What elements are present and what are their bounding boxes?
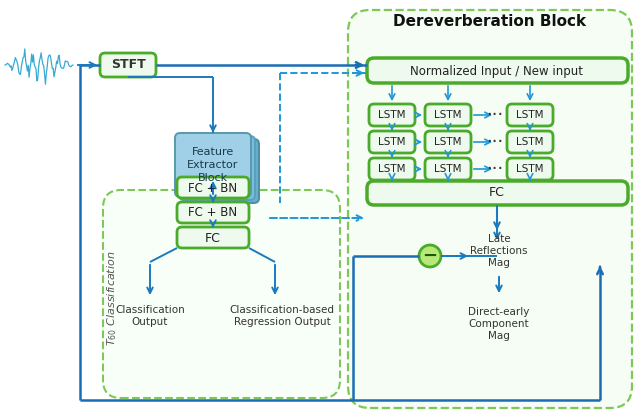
FancyBboxPatch shape <box>348 10 632 408</box>
FancyBboxPatch shape <box>177 202 249 223</box>
Text: Normalized Input / New input: Normalized Input / New input <box>410 64 584 77</box>
Text: FC + BN: FC + BN <box>188 181 237 194</box>
FancyBboxPatch shape <box>369 131 415 153</box>
Text: T$_{60}$ Classification: T$_{60}$ Classification <box>105 250 119 346</box>
Text: FC: FC <box>205 232 221 245</box>
FancyBboxPatch shape <box>425 104 471 126</box>
Text: Late
Reflections
Mag: Late Reflections Mag <box>470 234 528 268</box>
Text: Dereverberation Block: Dereverberation Block <box>394 15 587 30</box>
Text: LSTM: LSTM <box>378 110 406 120</box>
FancyBboxPatch shape <box>367 181 628 205</box>
Text: LSTM: LSTM <box>516 137 544 147</box>
FancyBboxPatch shape <box>175 133 251 197</box>
Text: FC: FC <box>489 186 505 199</box>
FancyBboxPatch shape <box>507 131 553 153</box>
FancyBboxPatch shape <box>425 131 471 153</box>
FancyBboxPatch shape <box>507 158 553 180</box>
Text: −: − <box>422 247 438 265</box>
Text: ···: ··· <box>486 133 504 151</box>
Text: Direct-early
Component
Mag: Direct-early Component Mag <box>468 306 530 342</box>
Text: LSTM: LSTM <box>378 137 406 147</box>
Text: Classification
Output: Classification Output <box>115 305 185 327</box>
FancyBboxPatch shape <box>425 158 471 180</box>
FancyBboxPatch shape <box>369 158 415 180</box>
Text: LSTM: LSTM <box>378 164 406 174</box>
Text: Classification-based
Regression Output: Classification-based Regression Output <box>230 305 335 327</box>
FancyBboxPatch shape <box>367 58 628 83</box>
Text: LSTM: LSTM <box>435 110 461 120</box>
Circle shape <box>419 245 441 267</box>
Text: LSTM: LSTM <box>435 164 461 174</box>
Text: ···: ··· <box>486 160 504 178</box>
Text: LSTM: LSTM <box>516 164 544 174</box>
Text: Feature
Extractor
Block: Feature Extractor Block <box>188 147 239 183</box>
FancyBboxPatch shape <box>183 139 259 203</box>
Text: LSTM: LSTM <box>435 137 461 147</box>
Text: LSTM: LSTM <box>516 110 544 120</box>
Text: ···: ··· <box>486 106 504 124</box>
Text: STFT: STFT <box>111 59 145 71</box>
FancyBboxPatch shape <box>179 136 255 200</box>
FancyBboxPatch shape <box>103 190 340 398</box>
FancyBboxPatch shape <box>100 53 156 77</box>
FancyBboxPatch shape <box>369 104 415 126</box>
FancyBboxPatch shape <box>507 104 553 126</box>
FancyBboxPatch shape <box>177 227 249 248</box>
Text: FC + BN: FC + BN <box>188 206 237 219</box>
FancyBboxPatch shape <box>177 177 249 198</box>
